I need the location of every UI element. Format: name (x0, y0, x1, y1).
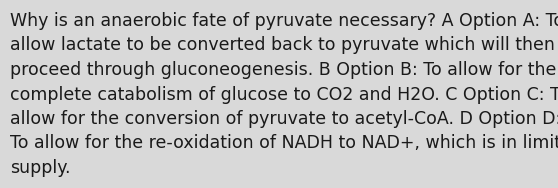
Text: allow for the conversion of pyruvate to acetyl-CoA. D Option D:: allow for the conversion of pyruvate to … (10, 110, 558, 128)
Text: proceed through gluconeogenesis. B Option B: To allow for the: proceed through gluconeogenesis. B Optio… (10, 61, 556, 79)
Text: allow lactate to be converted back to pyruvate which will then: allow lactate to be converted back to py… (10, 36, 555, 55)
Text: Why is an anaerobic fate of pyruvate necessary? A Option A: To: Why is an anaerobic fate of pyruvate nec… (10, 12, 558, 30)
Text: supply.: supply. (10, 159, 70, 177)
Text: complete catabolism of glucose to CO2 and H2O. C Option C: To: complete catabolism of glucose to CO2 an… (10, 86, 558, 104)
Text: To allow for the re-oxidation of NADH to NAD+, which is in limited: To allow for the re-oxidation of NADH to… (10, 134, 558, 152)
